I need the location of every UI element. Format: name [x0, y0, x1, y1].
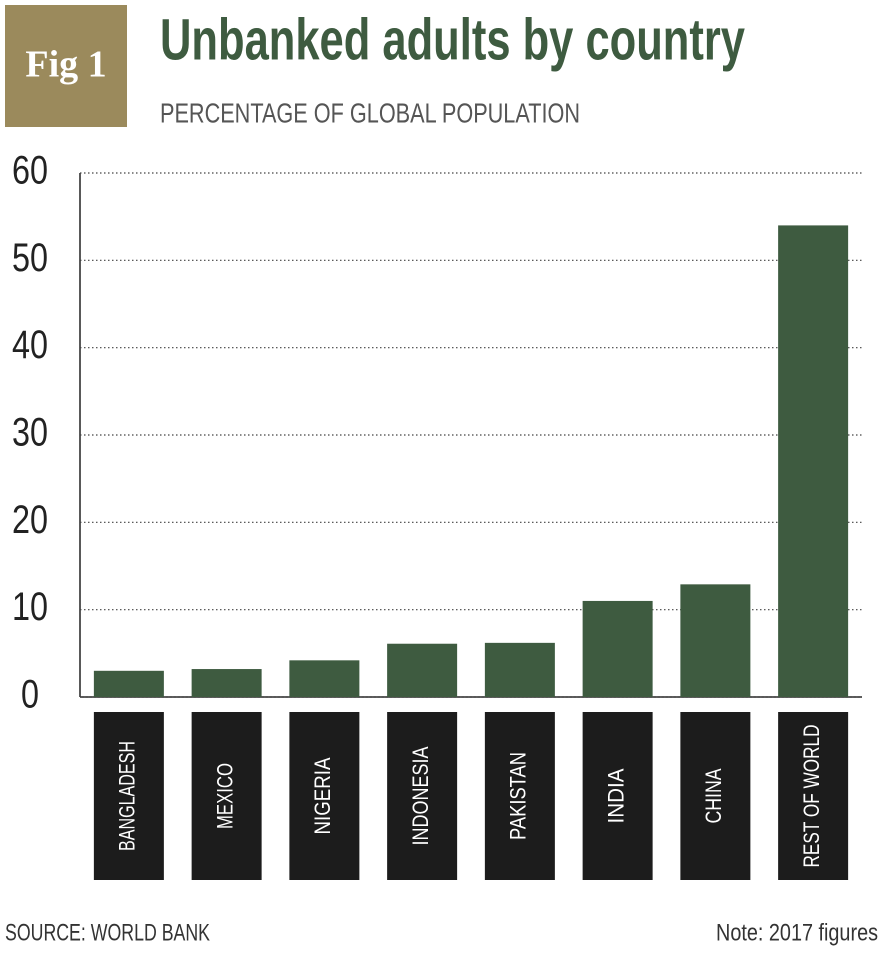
category-box	[778, 712, 849, 880]
category-box	[191, 712, 262, 880]
bar	[387, 643, 458, 697]
bar	[289, 660, 360, 697]
y-tick-label: 20	[12, 498, 48, 542]
badge-box	[5, 5, 127, 127]
category-box	[289, 712, 360, 880]
x-tick-label: MEXICO	[212, 763, 237, 829]
bar	[191, 669, 262, 697]
bar	[93, 670, 164, 697]
chart-subtitle: PERCENTAGE OF GLOBAL POPULATION	[160, 97, 580, 128]
category-box	[387, 712, 458, 880]
x-tick-label: INDIA	[603, 768, 628, 823]
y-tick-label: 30	[12, 411, 48, 455]
y-tick-label: 0	[21, 673, 39, 717]
source: SOURCE: WORLD BANK	[5, 919, 210, 946]
x-tick-label: PAKISTAN	[506, 752, 531, 840]
x-tick-label: REST OF WORLD	[799, 725, 824, 868]
x-tick-label: CHINA	[701, 768, 726, 823]
category-box	[582, 712, 653, 880]
y-tick-label: 60	[12, 149, 48, 193]
category-box	[93, 712, 164, 880]
x-tick-label: BANGLADESH	[115, 741, 140, 851]
bar	[582, 600, 653, 697]
bar	[484, 642, 555, 697]
badge: Fig 1	[25, 44, 106, 86]
y-tick-label: 40	[12, 323, 48, 367]
chart-title: Unbanked adults by country	[160, 7, 745, 72]
category-box	[484, 712, 555, 880]
bar	[680, 584, 751, 697]
x-tick-label: NIGERIA	[310, 757, 335, 834]
x-tick-label: INDONESIA	[408, 746, 433, 845]
bar	[778, 225, 849, 697]
y-tick-label: 50	[12, 236, 48, 280]
note: Note: 2017 figures	[716, 919, 878, 946]
category-box	[680, 712, 751, 880]
y-tick-label: 10	[12, 585, 48, 629]
